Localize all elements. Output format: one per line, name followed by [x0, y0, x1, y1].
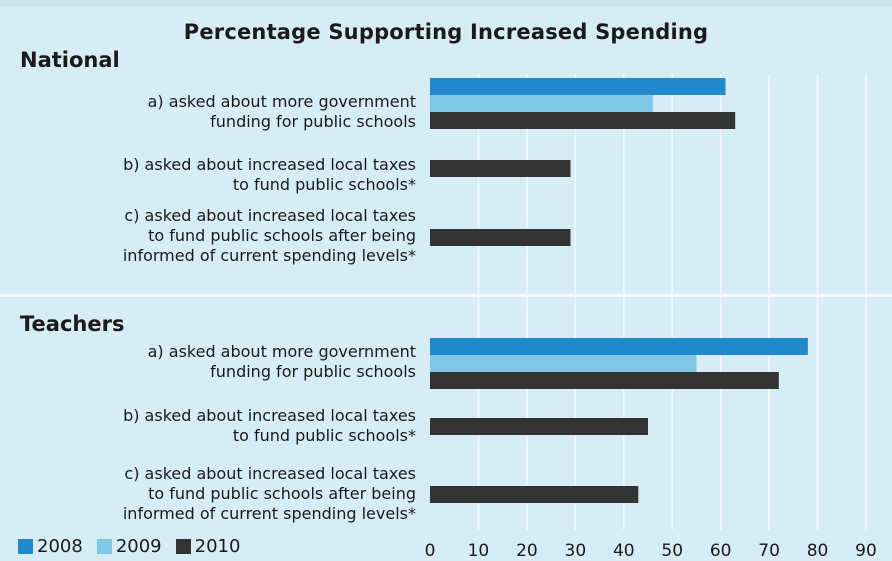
bar-2010 [430, 229, 571, 246]
x-tick-label: 70 [758, 541, 780, 561]
x-tick-label: 20 [516, 541, 538, 561]
x-tick-label: 30 [565, 541, 587, 561]
bar-2009 [430, 95, 653, 112]
category-label-line: to fund public schools after being [148, 484, 416, 503]
x-tick-label: 40 [613, 541, 635, 561]
group-title-teachers: Teachers [20, 312, 125, 336]
bar-2010 [430, 372, 779, 389]
category-label-line: funding for public schools [210, 362, 416, 381]
bar-2010 [430, 112, 736, 129]
group-title-national: National [20, 48, 120, 72]
bar-2010 [430, 418, 648, 435]
chart-title: Percentage Supporting Increased Spending [183, 20, 709, 44]
category-label-line: b) asked about increased local taxes [123, 155, 416, 174]
bar-2010 [430, 486, 639, 503]
bar-2009 [430, 355, 697, 372]
legend-swatch [18, 539, 33, 554]
category-label-national-b: b) asked about increased local taxes to … [0, 155, 416, 195]
top-border [0, 0, 892, 6]
category-label-line: a) asked about more government [147, 342, 416, 361]
legend-item-2008: 2008 [18, 536, 83, 557]
category-label-line: to fund public schools after being [148, 226, 416, 245]
category-label-line: informed of current spending levels* [122, 246, 416, 265]
x-tick-label: 0 [425, 541, 436, 561]
category-label-national-c: c) asked about increased local taxes to … [0, 206, 416, 266]
category-label-teachers-a: a) asked about more government funding f… [0, 342, 416, 382]
category-label-line: c) asked about increased local taxes [124, 464, 416, 483]
category-label-line: a) asked about more government [147, 92, 416, 111]
legend-label: 2009 [115, 536, 162, 557]
category-label-line: to fund public schools* [232, 175, 416, 194]
legend-item-2010: 2010 [175, 536, 241, 557]
bar-2008 [430, 78, 726, 95]
legend-item-2009: 2009 [96, 536, 162, 557]
x-tick-label: 80 [807, 541, 829, 561]
x-tick-label: 50 [661, 541, 683, 561]
category-label-line: b) asked about increased local taxes [123, 406, 416, 425]
x-tick-label: 10 [468, 541, 490, 561]
bar-2008 [430, 338, 808, 355]
bar-2010 [430, 160, 571, 177]
legend-swatch [175, 539, 191, 554]
category-label-teachers-c: c) asked about increased local taxes to … [0, 464, 416, 524]
x-tick-label: 60 [710, 541, 732, 561]
category-label-line: to fund public schools* [232, 426, 416, 445]
x-tick-label: 90 [855, 541, 877, 561]
category-label-line: funding for public schools [210, 112, 416, 131]
legend-label: 2008 [37, 536, 83, 557]
category-label-line: c) asked about increased local taxes [124, 206, 416, 225]
category-label-national-a: a) asked about more government funding f… [0, 92, 416, 132]
category-label-line: informed of current spending levels* [122, 504, 416, 523]
legend: 2008 2009 2010 [18, 536, 240, 557]
legend-swatch [96, 539, 112, 554]
group-divider [0, 294, 892, 297]
legend-label: 2010 [194, 536, 241, 557]
category-label-teachers-b: b) asked about increased local taxes to … [0, 406, 416, 446]
